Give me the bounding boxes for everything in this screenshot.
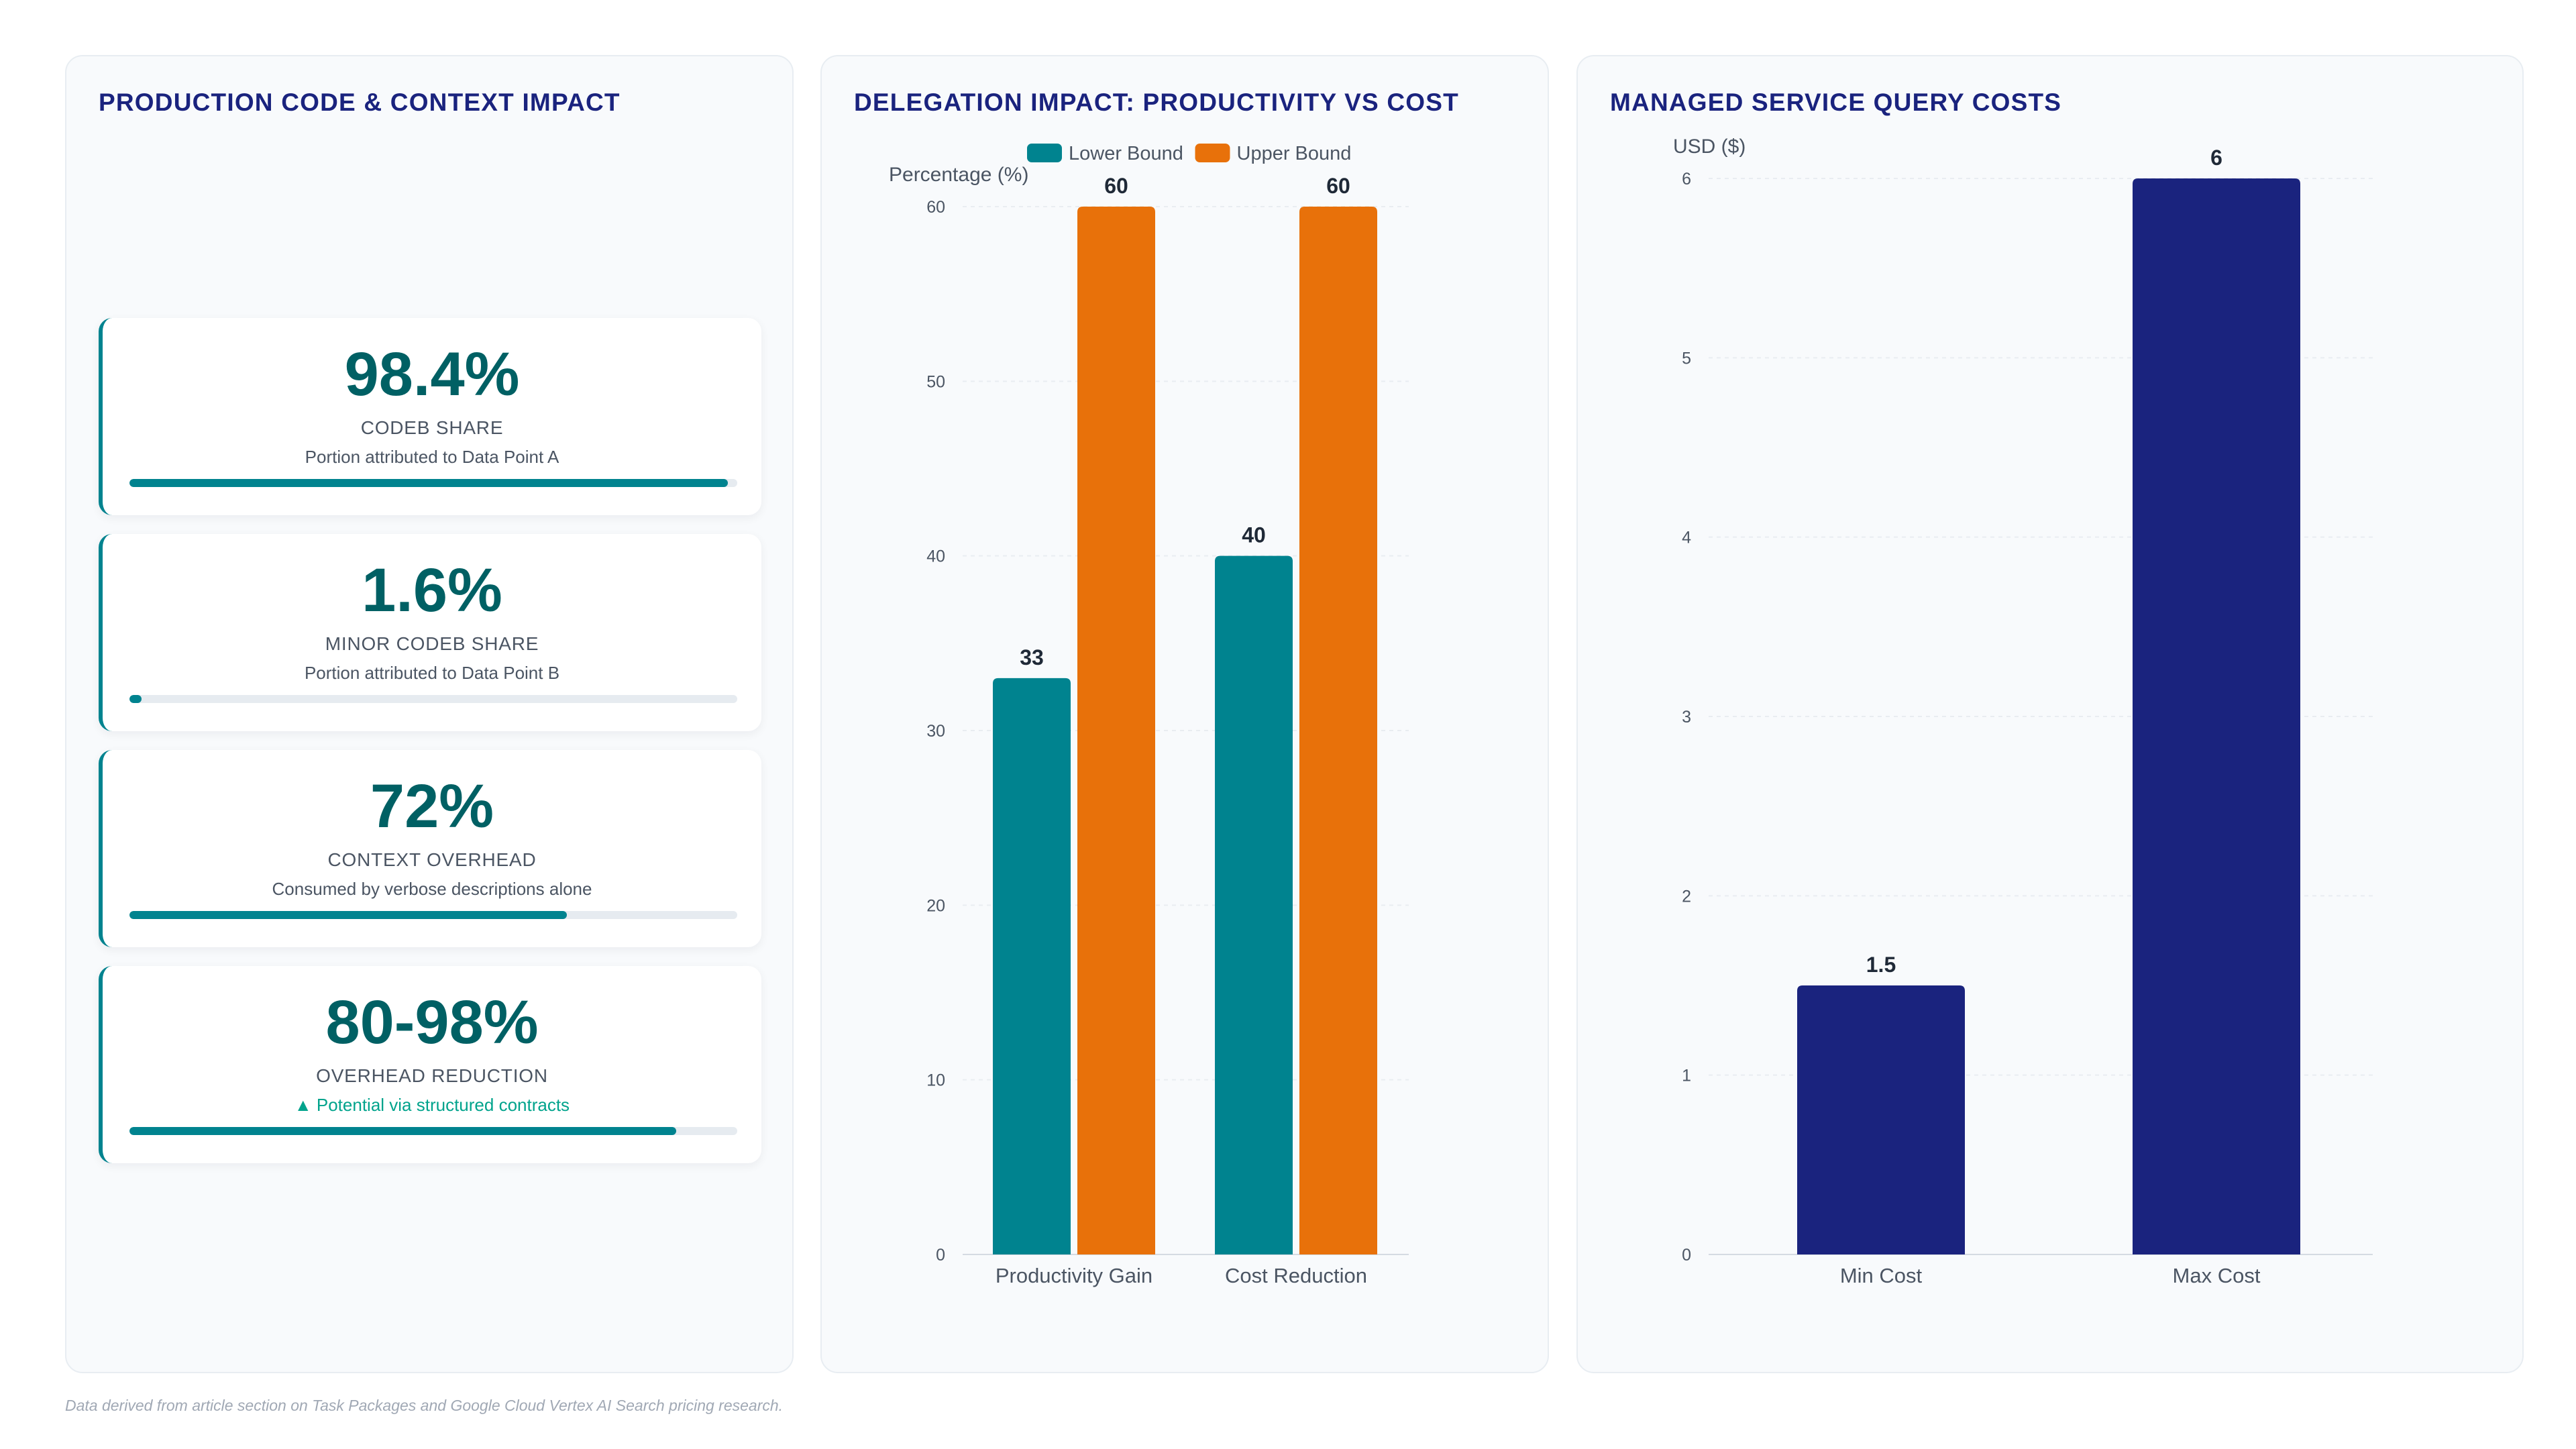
data-label: 6 [2210, 146, 2222, 170]
data-label: 40 [1242, 523, 1266, 547]
bar [2133, 178, 2300, 1254]
y-tick-label: 3 [1682, 708, 1691, 727]
kpi-progress-fill [129, 479, 728, 487]
y-tick-label: 2 [1682, 887, 1691, 906]
panel-title: DELEGATION IMPACT: PRODUCTIVITY VS COST [854, 89, 1459, 116]
legend-label: Lower Bound [1069, 143, 1183, 164]
bar [1077, 207, 1155, 1254]
bar [1299, 207, 1377, 1254]
footer-note: Data derived from article section on Tas… [65, 1397, 784, 1414]
y-tick-label: 30 [926, 722, 945, 741]
y-tick-label: 1 [1682, 1067, 1691, 1085]
kpi-label: MINOR CODEB SHARE [325, 633, 539, 654]
kpi-progress-track [129, 1127, 737, 1135]
delegation-impact-panel: DELEGATION IMPACT: PRODUCTIVITY VS COST … [820, 55, 1549, 1373]
query-cost-bar-chart: 0 1 2 3 4 5 6 USD ($) 1.5 Min Cost 6 Max Cost [1673, 136, 2373, 1287]
kpi-progress-track [129, 479, 737, 487]
kpi-description: ▲ Potential via structured contracts [294, 1095, 570, 1115]
y-axis-label: USD ($) [1673, 136, 1746, 158]
panel-title: MANAGED SERVICE QUERY COSTS [1610, 89, 2062, 116]
data-label: 1.5 [1866, 953, 1896, 977]
panel-title: PRODUCTION CODE & CONTEXT IMPACT [99, 89, 621, 116]
kpi-progress-track [129, 911, 737, 919]
kpi-value: 1.6% [362, 556, 502, 625]
kpi-value: 98.4% [344, 340, 520, 409]
kpi-description: Consumed by verbose descriptions alone [272, 879, 592, 899]
kpi-card-list: 98.4% CODEB SHARE Portion attributed to Da… [99, 318, 761, 1182]
kpi-card: 72% CONTEXT OVERHEAD Consumed by verbose d… [99, 750, 761, 947]
y-axis-label: Percentage (%) [889, 164, 1028, 186]
y-tick-label: 40 [926, 547, 945, 566]
y-tick-label: 60 [926, 198, 945, 217]
delegation-bar-chart: 0 10 20 30 40 50 60 Percentage (%) 33 60 Productiv… [889, 143, 1409, 1287]
query-costs-panel: MANAGED SERVICE QUERY COSTS 0 1 2 3 4 5 6 USD (… [1576, 55, 2524, 1373]
x-tick-label: Min Cost [1840, 1264, 1923, 1287]
bar [1215, 555, 1293, 1254]
y-tick-label: 6 [1682, 170, 1691, 189]
y-tick-label: 20 [926, 896, 945, 915]
legend-swatch [1195, 144, 1230, 162]
x-tick-label: Max Cost [2173, 1264, 2261, 1287]
y-tick-label: 4 [1682, 529, 1691, 547]
y-tick-label: 50 [926, 372, 945, 391]
kpi-progress-track [129, 695, 737, 703]
y-tick-label: 5 [1682, 349, 1691, 368]
x-tick-label: Cost Reduction [1225, 1264, 1367, 1287]
kpi-value: 80-98% [325, 988, 539, 1057]
legend-swatch [1027, 144, 1062, 162]
data-label: 60 [1326, 174, 1350, 198]
kpi-progress-fill [129, 911, 568, 919]
kpi-card: 98.4% CODEB SHARE Portion attributed to Da… [99, 318, 761, 515]
kpi-description: Portion attributed to Data Point B [304, 663, 560, 683]
kpi-progress-fill [129, 1127, 677, 1135]
y-tick-label: 10 [926, 1071, 945, 1090]
kpi-label: CODEB SHARE [360, 417, 504, 438]
data-label: 33 [1020, 645, 1044, 669]
bar [993, 678, 1071, 1254]
production-code-panel: PRODUCTION CODE & CONTEXT IMPACT 98.4% CO… [65, 55, 794, 1373]
kpi-card: 80-98% OVERHEAD REDUCTION ▲ Potential via … [99, 966, 761, 1163]
kpi-label: OVERHEAD REDUCTION [316, 1065, 548, 1086]
kpi-value: 72% [370, 772, 494, 841]
kpi-label: CONTEXT OVERHEAD [327, 849, 537, 870]
x-tick-label: Productivity Gain [996, 1264, 1152, 1287]
data-label: 60 [1104, 174, 1128, 198]
kpi-progress-fill [129, 695, 142, 703]
bar [1797, 985, 1965, 1254]
legend-label: Upper Bound [1237, 143, 1352, 164]
kpi-card: 1.6% MINOR CODEB SHARE Portion attributed … [99, 534, 761, 731]
y-tick-label: 0 [936, 1246, 945, 1265]
y-tick-label: 0 [1682, 1246, 1691, 1265]
kpi-description: Portion attributed to Data Point A [305, 447, 559, 467]
